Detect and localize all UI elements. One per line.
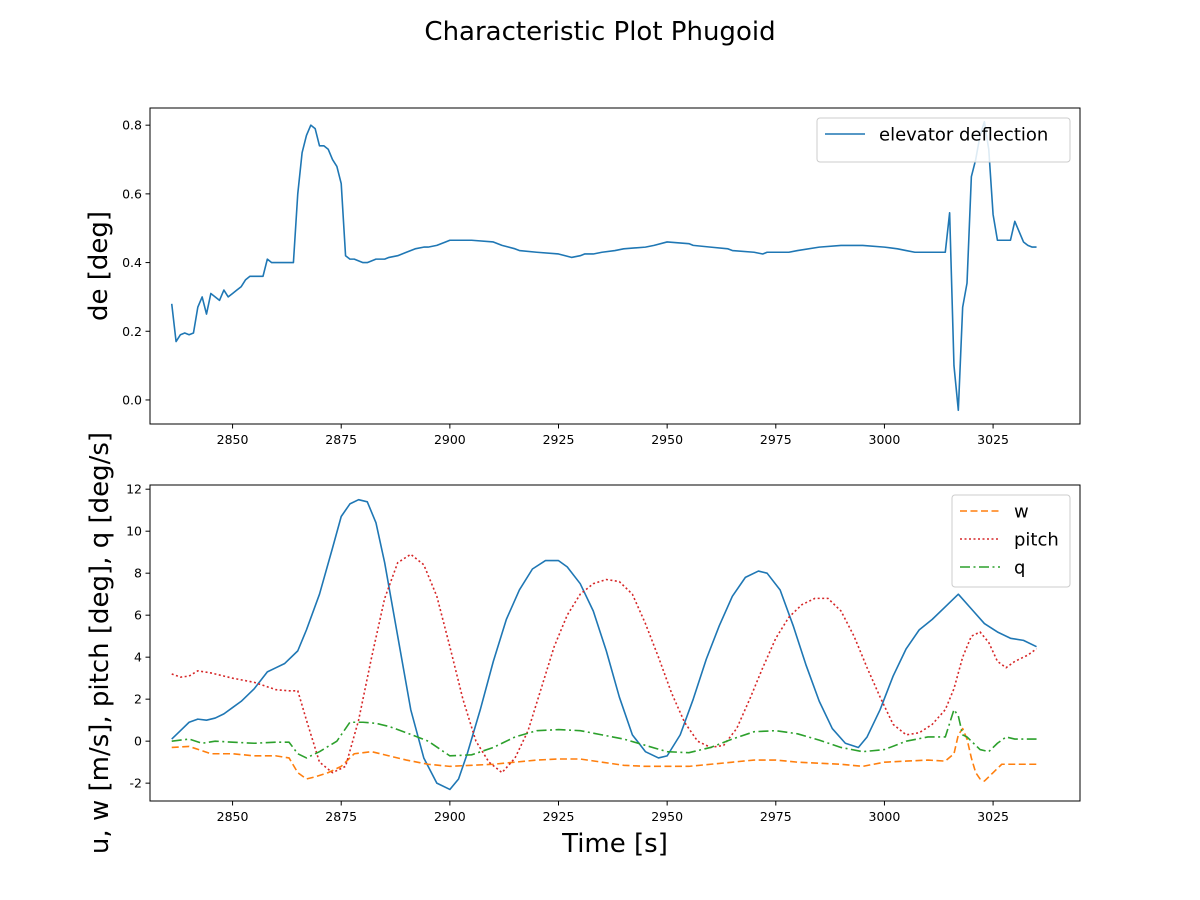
legend-label: q — [1014, 558, 1025, 579]
x-tick-label: 2850 — [217, 432, 249, 447]
x-axis-label: Time [s] — [561, 829, 668, 859]
x-tick-label: 3025 — [977, 809, 1009, 824]
x-tick-label: 3000 — [869, 432, 901, 447]
y-tick-label: 0.4 — [122, 255, 142, 270]
series-line-w — [171, 727, 1037, 782]
x-tick-label: 3025 — [977, 432, 1009, 447]
y-axis-label: u, w [m/s], pitch [deg], q [deg/s] — [85, 432, 115, 854]
legend: w pitch q — [951, 494, 1071, 588]
y-tick-label: 0 — [134, 734, 142, 749]
y-tick-label: 10 — [126, 524, 142, 539]
legend-box — [951, 494, 1071, 588]
legend-box — [816, 117, 1071, 163]
bottom-subplot: 2850 2875 2900 2925 2950 2975 3000 3025 -2 0 2 4 6 8 1… — [85, 432, 1081, 859]
x-tick-label: 2975 — [760, 432, 792, 447]
y-tick-label: 0.2 — [122, 324, 142, 339]
y-tick-label: 8 — [134, 566, 142, 581]
top-subplot: 2850 2875 2900 2925 2950 2975 3000 3025 0.0 0.2 0.… — [84, 107, 1081, 447]
axes-frame — [149, 107, 1081, 425]
x-tick-label: 2850 — [217, 809, 249, 824]
y-tick-label: 0.6 — [122, 186, 142, 201]
y-tick-label: 2 — [134, 692, 142, 707]
y-tick-label: 4 — [134, 650, 142, 665]
x-tick-label: 2950 — [651, 432, 683, 447]
x-tick-label: 2925 — [543, 432, 575, 447]
x-tick-label: 2925 — [543, 809, 575, 824]
x-tick-label: 2975 — [760, 809, 792, 824]
x-tick-label: 2875 — [325, 809, 357, 824]
series-line-u — [171, 498, 1037, 791]
y-tick-label: 0.0 — [122, 392, 142, 407]
y-tick-label: 6 — [134, 608, 142, 623]
series-line-elevator-deflection — [170, 120, 1037, 412]
y-tick-label: 12 — [126, 482, 142, 497]
series-line-q — [171, 708, 1037, 759]
x-tick-label: 2875 — [325, 432, 357, 447]
x-tick-label: 2950 — [651, 809, 683, 824]
legend: elevator deflection — [816, 117, 1071, 163]
y-tick-label: -2 — [130, 776, 142, 791]
y-tick-label: 0.8 — [122, 118, 142, 133]
x-tick-label: 2900 — [434, 809, 466, 824]
y-axis-label: de [deg] — [84, 211, 114, 321]
legend-label: w — [1014, 502, 1029, 523]
legend-label: elevator deflection — [879, 125, 1048, 146]
axes-frame — [149, 484, 1081, 802]
figure-title: Characteristic Plot Phugoid — [424, 17, 775, 47]
x-tick-label: 3000 — [869, 809, 901, 824]
legend-label: pitch — [1014, 530, 1059, 551]
series-line-pitch — [171, 553, 1038, 774]
x-tick-label: 2900 — [434, 432, 466, 447]
